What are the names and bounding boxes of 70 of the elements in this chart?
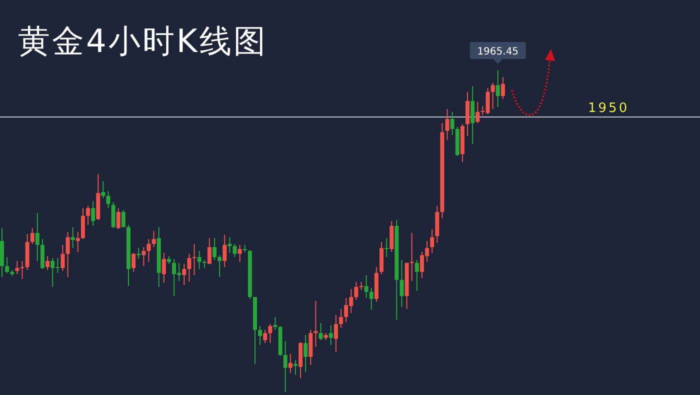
candlestick [430,228,434,254]
candlestick [20,260,24,280]
candlestick [328,324,333,346]
candlestick [384,238,389,258]
candlestick [414,259,419,292]
candlestick [258,325,262,346]
candlestick [364,274,368,298]
candlestick [101,180,106,199]
candlestick [238,244,242,262]
candlestick [445,108,450,140]
candlestick [232,243,237,258]
candlestick [187,253,192,282]
candlestick [146,238,151,262]
candlestick [293,360,298,376]
candlestick [410,232,414,282]
candlestick [35,212,40,262]
candlestick [121,210,126,228]
candlestick [222,234,227,268]
candlestick [66,231,70,278]
candlestick [268,324,272,344]
candlestick [207,238,212,264]
candlestick [106,190,110,209]
candlestick [76,231,80,252]
candlestick [70,226,75,249]
chart-title: 黄金4小时K线图 [18,22,268,60]
candlestick [116,208,120,230]
candlestick [400,259,404,308]
candlestick [30,228,34,244]
candlestick [470,86,475,145]
candlestick [496,70,500,108]
candlestick [369,287,374,310]
candlestick [288,354,292,374]
candlestick [218,254,222,278]
candlestick [111,202,116,229]
candlestick [162,252,166,284]
candlestick [390,220,394,252]
candlestick [46,256,50,270]
candlestick [152,230,156,248]
candlestick [15,260,20,275]
candlestick [314,300,318,348]
candlestick [40,238,44,270]
candlestick [304,334,308,373]
candlestick [354,281,358,300]
candlestick [334,314,338,353]
candlestick [466,91,470,137]
candlestick [380,241,384,275]
candlestick [5,256,10,274]
candlestick [197,250,202,270]
candlestick [450,111,454,136]
candlestick [476,101,480,124]
candlestick [500,76,505,100]
text: 1950 [588,101,630,116]
candlestick [308,329,313,366]
candlestick [91,200,96,226]
candlestick [80,208,85,240]
candlestick [298,342,303,379]
candlestick [142,246,146,267]
candlestick [283,340,288,392]
candlestick [182,263,186,286]
candlestick [263,329,268,344]
candlestick [212,238,217,260]
candlestick [132,252,136,272]
candlestick [86,205,90,226]
price-callout: 1965.45 [470,42,526,64]
candlestick [490,82,495,110]
candlestick [192,243,196,276]
candlestick [318,322,323,341]
candlestick [273,316,278,330]
candlestick [60,244,65,272]
candlestick [339,308,344,328]
